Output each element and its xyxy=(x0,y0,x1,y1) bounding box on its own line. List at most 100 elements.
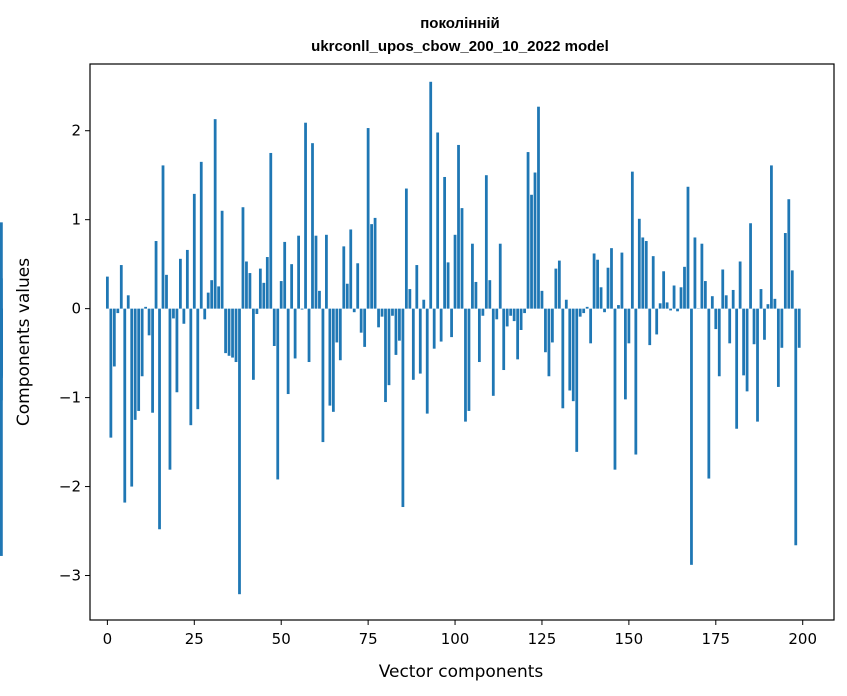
bar-33 xyxy=(220,210,224,309)
bar-188 xyxy=(759,289,763,309)
bar-116 xyxy=(509,308,513,316)
bar-198 xyxy=(794,308,798,546)
bar-undefined xyxy=(0,222,3,309)
bar-103 xyxy=(464,308,467,422)
bar-140 xyxy=(592,253,596,309)
bar-196 xyxy=(787,199,791,309)
bar-171 xyxy=(700,243,704,309)
bar-55 xyxy=(297,235,300,309)
bar-74 xyxy=(363,308,367,347)
bar-21 xyxy=(179,258,182,309)
x-tick-label-175: 175 xyxy=(701,630,730,648)
bar-178 xyxy=(724,295,728,309)
bar-79 xyxy=(380,308,384,317)
bar-156 xyxy=(648,308,652,346)
bar-88 xyxy=(411,308,415,380)
bar-15 xyxy=(158,308,161,530)
bar-111 xyxy=(491,308,495,396)
bar-143 xyxy=(603,308,606,313)
bar-78 xyxy=(377,308,380,328)
bar-149 xyxy=(624,308,627,400)
bar-110 xyxy=(488,280,492,309)
bar-139 xyxy=(589,308,593,344)
bar-120 xyxy=(523,308,526,314)
y-tick-label--1: −1 xyxy=(59,389,81,407)
bar-151 xyxy=(630,171,634,309)
bar-142 xyxy=(599,287,603,309)
bar-150 xyxy=(627,308,631,344)
bar-49 xyxy=(276,308,280,480)
x-axis-label: Vector components xyxy=(379,662,544,682)
bar-95 xyxy=(436,132,440,309)
y-tick-label--2: −2 xyxy=(59,478,81,496)
bar-26 xyxy=(196,308,200,410)
bar-64 xyxy=(328,308,332,406)
bar-179 xyxy=(728,308,732,344)
bar-70 xyxy=(349,229,353,309)
bar-164 xyxy=(676,308,679,312)
x-tick-label-200: 200 xyxy=(788,630,817,648)
bar-undefined xyxy=(0,278,3,309)
bar-36 xyxy=(231,308,234,358)
bar-24 xyxy=(189,308,193,426)
bar-113 xyxy=(498,243,502,309)
bar-176 xyxy=(717,308,721,377)
bar-185 xyxy=(749,223,752,309)
bar-7 xyxy=(130,308,134,487)
bar-62 xyxy=(321,308,325,443)
bar-18 xyxy=(168,308,172,470)
bar-50 xyxy=(279,281,283,309)
bar-172 xyxy=(703,281,707,309)
bar-167 xyxy=(686,186,690,309)
bar-96 xyxy=(439,308,443,342)
bar-58 xyxy=(307,308,311,363)
chart-title: поколінній xyxy=(420,15,500,32)
bar-104 xyxy=(467,308,471,411)
bar-45 xyxy=(262,282,266,309)
bar-199 xyxy=(797,308,801,348)
bar-157 xyxy=(651,256,655,309)
bar-68 xyxy=(342,246,346,309)
plot-area-frame xyxy=(89,63,835,621)
bar-109 xyxy=(484,175,488,309)
bar-72 xyxy=(356,263,360,309)
bar-59 xyxy=(311,143,314,309)
bar-125 xyxy=(540,290,544,309)
bar-166 xyxy=(683,266,686,309)
bar-30 xyxy=(210,280,214,309)
bar-34 xyxy=(224,308,227,354)
bar-32 xyxy=(217,286,221,309)
bar-75 xyxy=(366,128,370,309)
bar-22 xyxy=(182,308,186,324)
bar-77 xyxy=(373,217,377,309)
bar-63 xyxy=(325,234,328,309)
bar-101 xyxy=(457,144,460,309)
bar-53 xyxy=(290,264,294,309)
bar-158 xyxy=(655,308,659,335)
bar-6 xyxy=(126,295,130,309)
bars-group xyxy=(0,81,801,595)
bar-56 xyxy=(300,308,304,310)
bar-134 xyxy=(571,308,575,402)
bar-17 xyxy=(165,274,168,309)
bar-187 xyxy=(756,308,759,422)
bar-121 xyxy=(526,152,530,309)
bar-174 xyxy=(710,296,714,309)
bar-84 xyxy=(398,308,401,341)
bar-35 xyxy=(227,308,231,356)
chart-subtitle: ukrconll_upos_cbow_200_10_2022 model xyxy=(311,38,609,55)
bar-69 xyxy=(345,283,349,309)
bar-105 xyxy=(471,243,474,309)
bar-117 xyxy=(512,308,516,322)
bar-28 xyxy=(203,308,207,320)
bar-2 xyxy=(112,308,116,367)
bar-119 xyxy=(519,308,523,330)
bar-132 xyxy=(564,299,568,309)
bar-80 xyxy=(384,308,387,403)
bar-40 xyxy=(245,261,248,309)
bar-12 xyxy=(147,308,151,336)
bar-42 xyxy=(252,308,255,380)
bar-3 xyxy=(116,308,120,314)
bar-100 xyxy=(453,234,457,309)
bar-107 xyxy=(477,308,481,363)
